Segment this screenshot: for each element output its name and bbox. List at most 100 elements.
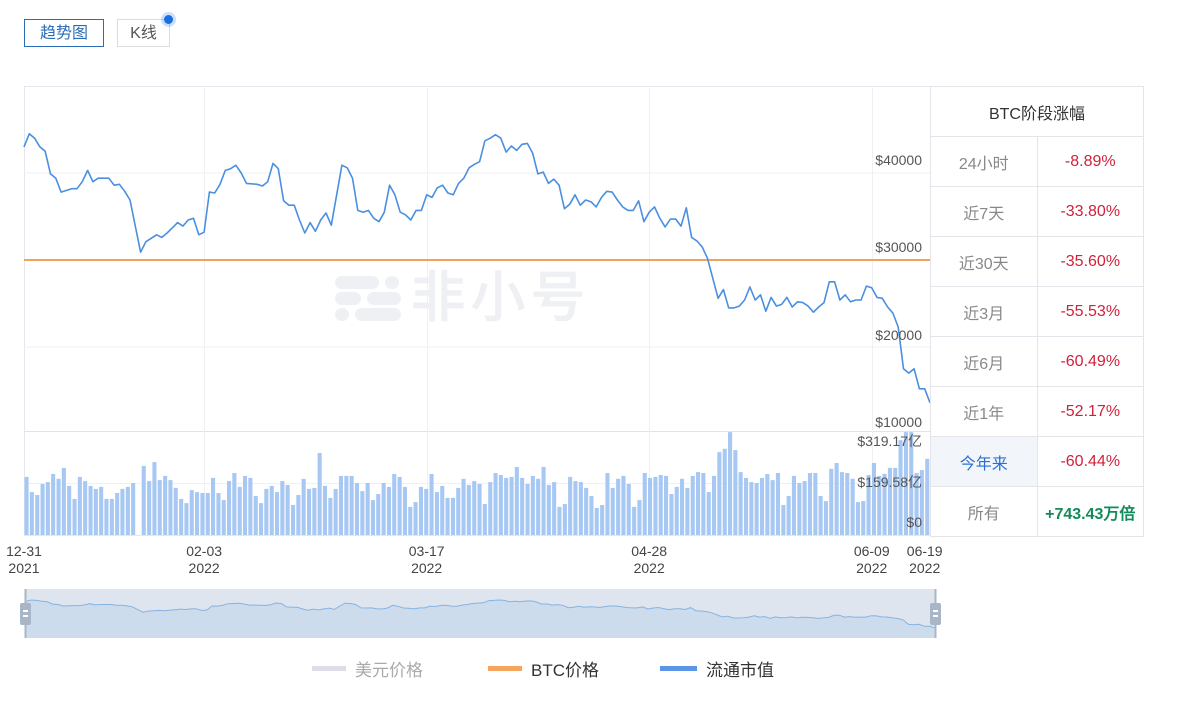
volume-bar — [669, 494, 674, 535]
volume-bar — [493, 473, 498, 535]
x-tick: 06-09 2022 — [853, 543, 890, 576]
volume-bar — [264, 488, 269, 535]
volume-bar — [893, 467, 898, 535]
watermark-text: 非小号 — [411, 268, 591, 328]
volume-bar — [514, 466, 519, 535]
volume-bar — [706, 492, 711, 535]
volume-bar — [525, 484, 530, 535]
period-30d[interactable]: 近30天 — [930, 236, 1038, 287]
volume-bar — [482, 504, 487, 535]
volume-bar — [386, 486, 391, 535]
volume-bar — [434, 492, 439, 535]
navigator-left-handle[interactable] — [20, 603, 31, 625]
volume-bar — [381, 483, 386, 535]
volume-bar — [67, 485, 72, 535]
gridlines — [24, 86, 930, 535]
volume-bar — [530, 475, 535, 535]
navigator-right-handle[interactable] — [930, 603, 941, 625]
volume-bar — [418, 486, 423, 535]
volume-bar — [35, 495, 40, 535]
volume-bar — [781, 505, 786, 535]
legend-swatch-icon — [312, 665, 346, 671]
volume-bar — [349, 475, 354, 535]
period-7d[interactable]: 近7天 — [930, 186, 1038, 237]
volume-bar — [195, 492, 200, 535]
volume-bar — [333, 488, 338, 535]
change-value: -33.80% — [1036, 186, 1144, 237]
volume-bar — [509, 476, 514, 535]
volume-bar — [600, 505, 605, 535]
volume-bar — [56, 478, 61, 535]
volume-bar — [738, 472, 743, 535]
volume-bar — [141, 465, 146, 535]
volume-bar — [307, 488, 312, 535]
tab-trend-chart[interactable]: 趋势图 — [24, 19, 104, 47]
volume-bar — [882, 474, 887, 535]
volume-bar — [461, 478, 466, 535]
volume-bar — [573, 481, 578, 535]
volume-bar — [45, 482, 50, 535]
period-6m[interactable]: 近6月 — [930, 336, 1038, 387]
period-24h[interactable]: 24小时 — [930, 136, 1038, 187]
volume-bar — [269, 485, 274, 535]
volume-bar — [834, 463, 839, 535]
volume-bar — [125, 486, 130, 535]
volume-bar — [365, 483, 370, 535]
volume-bar — [765, 474, 770, 535]
volume-bar — [632, 506, 637, 535]
volume-bar — [594, 507, 599, 535]
period-1y[interactable]: 近1年 — [930, 386, 1038, 437]
volume-bar — [696, 472, 701, 535]
volume-bar — [914, 473, 919, 535]
volume-bar — [850, 478, 855, 535]
x-tick: 04-28 2022 — [631, 543, 668, 576]
volume-bar — [855, 502, 860, 535]
volume-bar — [131, 483, 136, 535]
volume-bar — [770, 480, 775, 535]
tab-kline[interactable]: K线 — [117, 19, 170, 47]
table-row: 近7天 -33.80% — [930, 186, 1144, 237]
legend-label: BTC价格 — [531, 660, 599, 680]
volume-bar — [354, 483, 359, 535]
market-cap-line — [23, 133, 931, 403]
volume-bar — [275, 492, 280, 535]
volume-bar — [376, 494, 381, 535]
volume-bar — [179, 498, 184, 535]
legend-usd-price[interactable]: 美元价格 — [312, 656, 423, 680]
volume-bar — [898, 440, 903, 535]
volume-bar — [504, 477, 509, 535]
volume-tick-zero: $0 — [906, 514, 922, 530]
legend-btc-price[interactable]: BTC价格 — [488, 656, 599, 680]
volume-bar — [152, 462, 157, 535]
volume-bar — [546, 485, 551, 535]
volume-bar — [163, 475, 168, 535]
volume-bar — [701, 473, 706, 535]
change-value: -52.17% — [1036, 386, 1144, 437]
volume-bar — [115, 493, 120, 535]
volume-bar — [520, 477, 525, 535]
volume-bar — [413, 502, 418, 535]
period-all[interactable]: 所有 — [930, 486, 1038, 537]
volume-bar — [712, 475, 717, 535]
volume-bar — [802, 481, 807, 535]
volume-bar — [147, 481, 152, 535]
volume-bar — [610, 487, 615, 535]
legend-market-cap[interactable]: 流通市值 — [660, 656, 774, 680]
x-tick: 02-03 2022 — [186, 543, 223, 576]
period-ytd[interactable]: 今年来 — [930, 436, 1038, 487]
y-tick-40000: $40000 — [875, 152, 922, 168]
volume-bar — [728, 432, 733, 535]
volume-bar — [408, 506, 413, 535]
period-3m[interactable]: 近3月 — [930, 286, 1038, 337]
volume-bar — [173, 487, 178, 535]
change-value: -8.89% — [1036, 136, 1144, 187]
volume-bar — [211, 477, 216, 535]
volume-bar — [690, 475, 695, 535]
volume-bar — [392, 474, 397, 535]
volume-bar — [221, 500, 226, 535]
table-row: 所有 +743.43万倍 — [930, 486, 1144, 537]
volume-bar — [786, 496, 791, 535]
volume-bar — [157, 480, 162, 535]
table-row: 24小时 -8.89% — [930, 136, 1144, 187]
volume-bar — [88, 485, 93, 535]
